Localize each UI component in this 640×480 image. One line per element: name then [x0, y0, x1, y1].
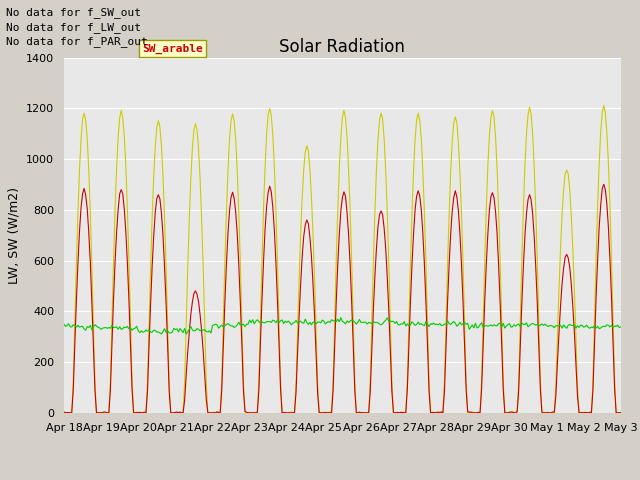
Title: Solar Radiation: Solar Radiation: [280, 38, 405, 56]
Text: No data for f_SW_out: No data for f_SW_out: [6, 7, 141, 18]
Text: No data for f_LW_out: No data for f_LW_out: [6, 22, 141, 33]
Y-axis label: LW, SW (W/m2): LW, SW (W/m2): [8, 187, 20, 284]
Text: No data for f_PAR_out: No data for f_PAR_out: [6, 36, 148, 47]
Text: SW_arable: SW_arable: [142, 44, 203, 54]
